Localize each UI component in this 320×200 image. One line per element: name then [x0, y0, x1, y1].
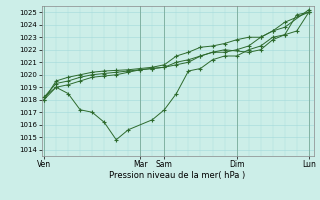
X-axis label: Pression niveau de la mer( hPa ): Pression niveau de la mer( hPa ) [109, 171, 246, 180]
